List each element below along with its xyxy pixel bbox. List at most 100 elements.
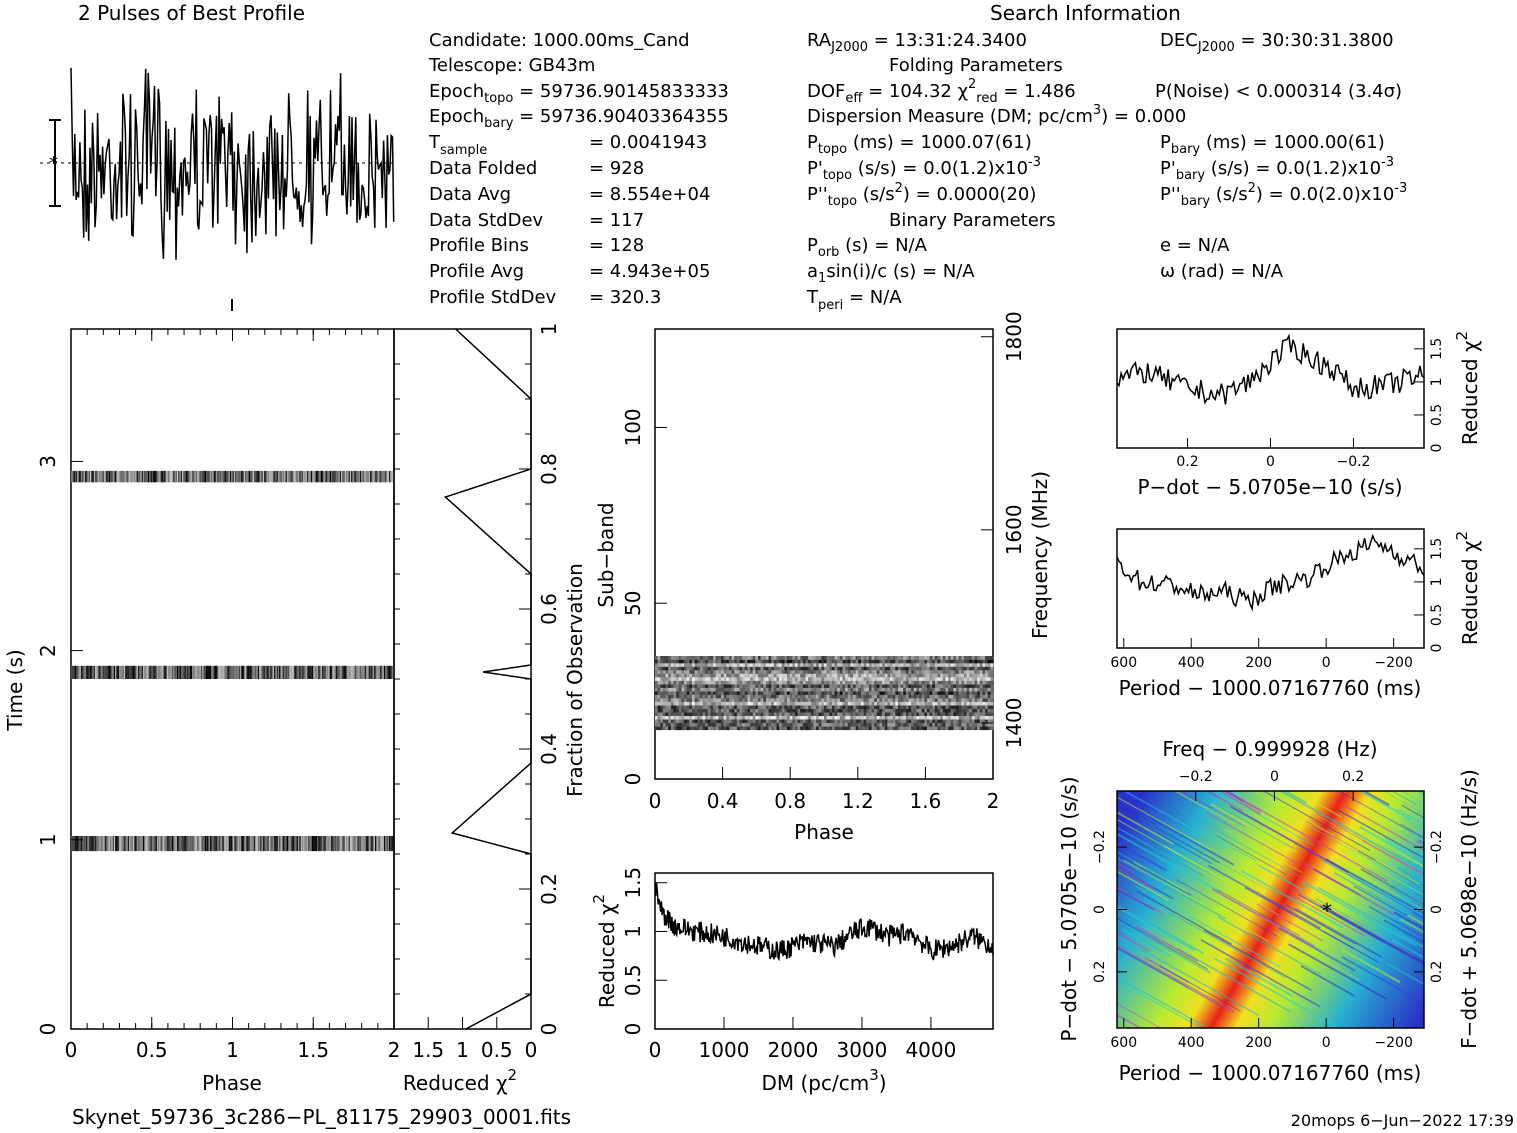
subband-cell (934, 677, 938, 681)
subband-cell (710, 708, 714, 713)
subband-cell (850, 656, 854, 660)
subband-cell (757, 698, 761, 702)
subband-cell (826, 670, 830, 674)
time-phase-band-column (98, 836, 101, 852)
subband-cell (763, 656, 767, 660)
subband-cell (773, 694, 777, 699)
subband-cell (966, 680, 970, 685)
subband-cell (702, 701, 706, 706)
heatmap-streak (1117, 945, 1235, 1013)
time-phase-band-column (276, 836, 279, 852)
subband-cell (839, 666, 843, 671)
subband-cell (847, 684, 851, 688)
subband-cell (705, 715, 709, 720)
subband-cell (847, 677, 851, 681)
subband-cell (845, 701, 849, 706)
subband-cell (926, 726, 930, 731)
heatmap-streak (1135, 885, 1281, 968)
subband-cell (887, 698, 891, 702)
subband-cell (937, 687, 941, 692)
time-phase-band-column (310, 665, 313, 679)
subband-cell (816, 701, 820, 706)
subband-cell (715, 659, 719, 664)
time-phase-band-column (347, 665, 349, 679)
subband-cell (985, 719, 989, 723)
subband-cell (839, 684, 843, 688)
subband-cell (887, 684, 891, 688)
subband-cell (971, 694, 975, 699)
subband-cell (903, 701, 907, 706)
subband-cell (868, 712, 872, 716)
time-phase-band-column (338, 836, 341, 852)
subband-cell (850, 666, 854, 671)
time-phase-band-column (274, 836, 276, 852)
subband-cell (887, 659, 891, 664)
subband-cell (860, 712, 864, 716)
subband-cell (673, 726, 677, 731)
subband-cell (781, 726, 785, 731)
subband-cell (779, 694, 783, 699)
subband-cell (871, 677, 875, 681)
subband-cell (884, 691, 888, 695)
subband-cell (892, 719, 896, 723)
subband-cell (919, 684, 922, 688)
subband-cell (655, 726, 658, 731)
time-phase-band-column (373, 836, 376, 852)
heatmap-streak (1288, 943, 1388, 1001)
time-phase-band-column (168, 836, 170, 852)
subband-cell (678, 705, 682, 709)
subband-cell (673, 722, 677, 727)
time-phase-band-column (84, 836, 87, 852)
subband-cell (916, 663, 920, 667)
subband-cell (789, 677, 793, 681)
time-phase-band-column (373, 470, 376, 483)
subband-cell (818, 687, 822, 692)
subband-cell (792, 677, 796, 681)
subband-cell (871, 659, 875, 664)
subband-cell (662, 698, 666, 702)
subband-cell (721, 712, 724, 716)
subband-cell (757, 722, 761, 727)
subband-cell (956, 694, 959, 699)
subband-cell (911, 659, 915, 664)
subband-cell (845, 715, 849, 720)
time-phase-band-column (337, 470, 339, 483)
subband-cell (670, 719, 674, 723)
subband-cell (752, 698, 756, 702)
subband-cell (797, 698, 801, 702)
subband-cell (919, 691, 922, 695)
time-phase-band-column (151, 836, 154, 852)
profile-std-label: Profile StdDev (429, 287, 557, 308)
subband-cell (969, 673, 973, 678)
time-phase-band-column (74, 665, 77, 679)
pddtopo-sub: topo (828, 194, 857, 209)
subband-cell (929, 694, 933, 699)
subband-cell (665, 691, 669, 695)
time-phase-band-column (362, 836, 365, 852)
time-phase-band-column (187, 836, 189, 852)
subband-cell (963, 670, 967, 674)
subband-cell (842, 726, 846, 731)
subband-cell (853, 659, 856, 664)
time-phase-band-column (164, 836, 166, 852)
subband-cell (776, 708, 780, 713)
subband-cell (723, 712, 727, 716)
subband-cell (824, 694, 827, 699)
subband-cell (678, 687, 682, 692)
subband-cell (845, 680, 849, 685)
chi2-value: = 1.486 (998, 81, 1076, 102)
subband-cell (919, 680, 922, 685)
subband-cell (702, 715, 706, 720)
subband-cell (673, 666, 677, 671)
subband-cell (721, 715, 724, 720)
subband-cell (736, 659, 740, 664)
time-phase-band-column (368, 665, 371, 679)
subband-cell (707, 722, 711, 727)
subband-cell (779, 666, 783, 671)
heatmap-streak (1117, 866, 1155, 890)
subband-cell (945, 722, 949, 727)
subband-cell (860, 659, 864, 664)
subband-cell (900, 691, 904, 695)
subband-cell (742, 670, 746, 674)
subband-cell (895, 705, 899, 709)
